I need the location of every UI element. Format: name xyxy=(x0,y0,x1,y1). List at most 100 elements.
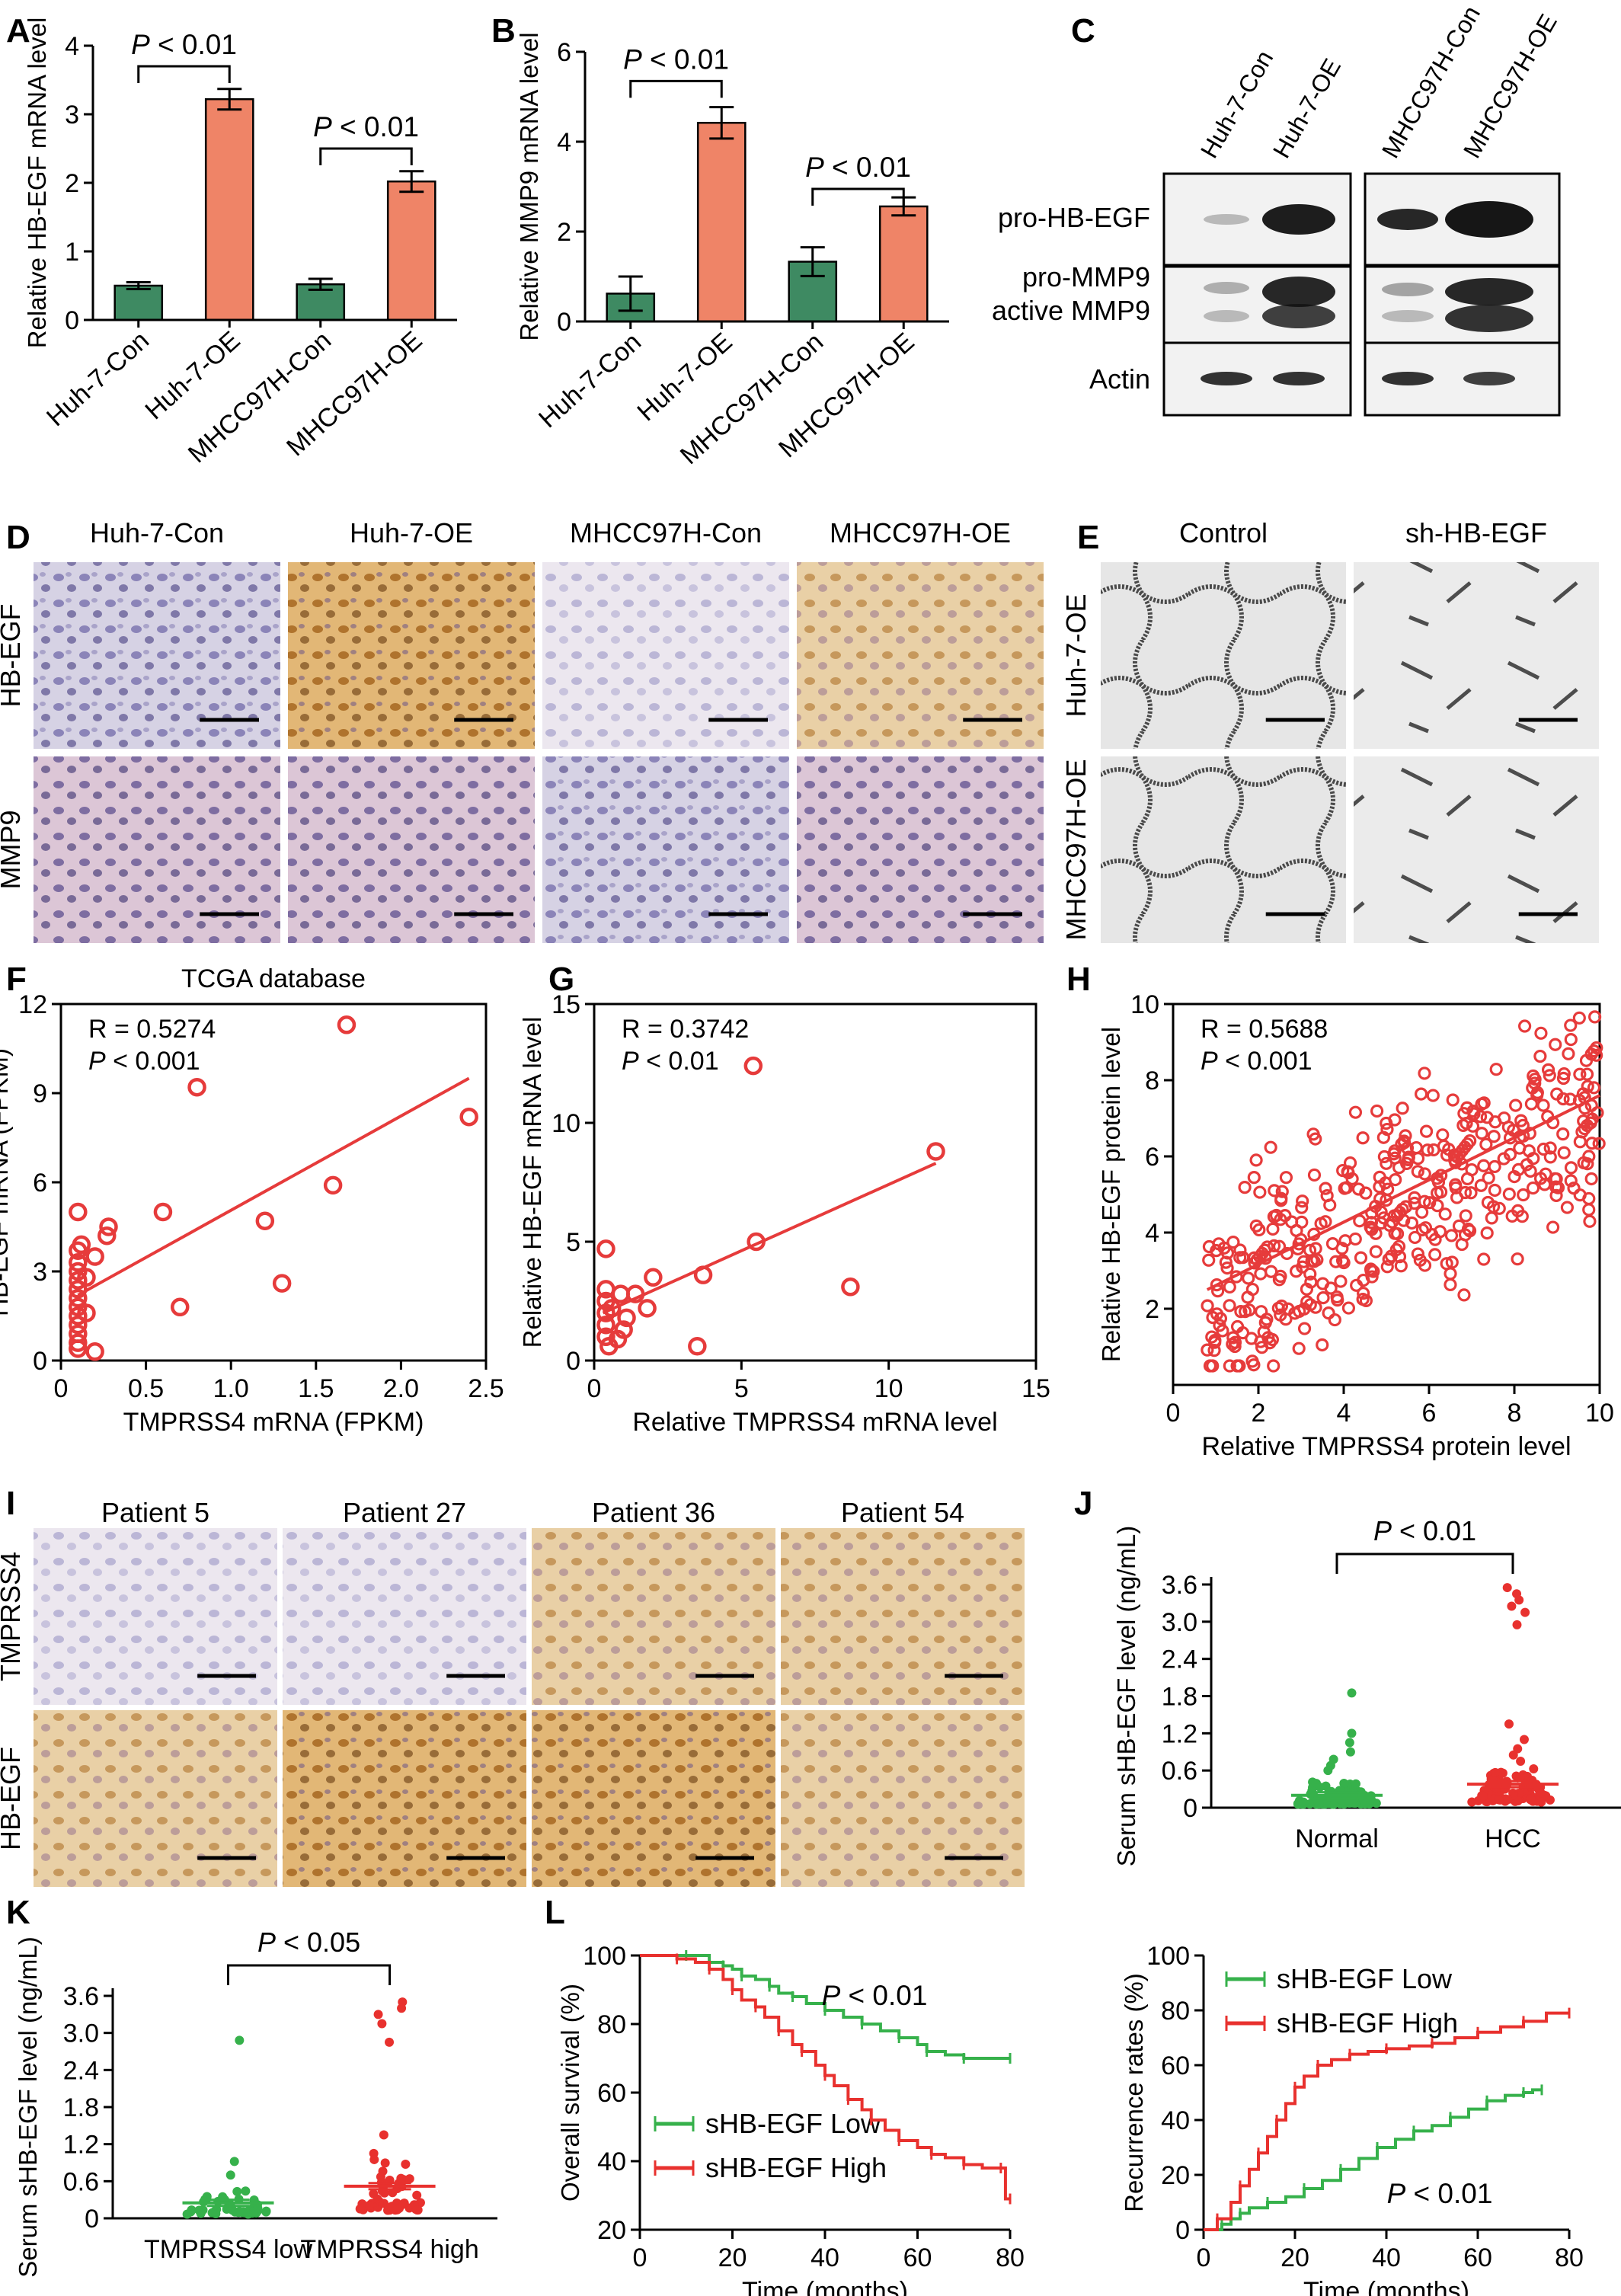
scatter-point xyxy=(596,1239,615,1258)
data-point xyxy=(1366,1795,1376,1805)
y-tick-label: 12 xyxy=(18,990,47,1019)
x-axis-label: Time (months) xyxy=(1303,2277,1469,2296)
scatter-point xyxy=(1455,1157,1469,1171)
blot-band xyxy=(1262,277,1335,307)
column-label: Huh-7-OE xyxy=(350,517,473,548)
scatter-point xyxy=(85,1342,104,1361)
scatter-point xyxy=(1319,1182,1332,1195)
scatter-point xyxy=(1541,1063,1555,1076)
scatter-point xyxy=(1274,1269,1287,1284)
scatter-point xyxy=(1203,1359,1217,1373)
scatter-point xyxy=(1533,1049,1547,1063)
scatter-point xyxy=(1431,1186,1444,1200)
y-tick-label: 0 xyxy=(1183,1794,1197,1823)
bar-huh-7-oe xyxy=(696,121,747,323)
scatter-point xyxy=(1380,1260,1394,1274)
panel-letter-e: E xyxy=(1077,519,1099,556)
scatter-point xyxy=(1238,1305,1252,1319)
scatter-point xyxy=(1411,1165,1424,1178)
scatter-point xyxy=(1364,1264,1378,1278)
scatter-point xyxy=(1341,1301,1356,1315)
scatter-point xyxy=(1265,1332,1279,1347)
scatter-point xyxy=(1517,1188,1530,1202)
blot-row-label: Actin xyxy=(1089,363,1150,395)
scatter-point xyxy=(1583,1214,1597,1228)
scatter-point xyxy=(688,1337,707,1356)
panel-h: H 2 4 6 8 10 0 2 4 6 8 10 Relative TMPRSS4 protein l… xyxy=(1066,961,1614,1461)
x-category-label: Huh-7-Con xyxy=(41,326,155,433)
blot-band xyxy=(1201,372,1252,385)
x-tick-label: 1.5 xyxy=(298,1374,334,1403)
scatter-point xyxy=(1340,1181,1354,1194)
y-tick-label: 9 xyxy=(33,1079,47,1108)
micrograph xyxy=(288,562,535,749)
scatter-point xyxy=(1511,1252,1524,1266)
micrograph xyxy=(797,756,1044,943)
scatter-point xyxy=(1316,1291,1330,1305)
legend-label: sHB-EGF High xyxy=(705,2152,887,2183)
column-label: Huh-7-Con xyxy=(90,517,224,548)
scatter-point xyxy=(99,1217,118,1236)
panel-i: I Patient 5 Patient 27 Patient 36 Patient 54… xyxy=(0,1485,1025,1887)
scatter-point xyxy=(1438,1207,1452,1221)
micrograph xyxy=(1354,562,1599,749)
scatter-point xyxy=(611,1284,631,1303)
scatter-point xyxy=(1242,1271,1255,1285)
y-tick-label: 4 xyxy=(1145,1219,1159,1248)
scatter-point xyxy=(1560,1201,1574,1214)
scatter-point xyxy=(1233,1243,1247,1257)
scatter-point xyxy=(1268,1184,1281,1198)
y-tick-label: 60 xyxy=(1161,2051,1190,2080)
scatter-point xyxy=(1254,1267,1268,1281)
scatter-point xyxy=(1507,1170,1521,1184)
panel-letter-d: D xyxy=(6,519,30,556)
panel-letter-i: I xyxy=(6,1485,15,1522)
data-point xyxy=(1344,1738,1354,1748)
regression-line xyxy=(1206,1094,1600,1291)
r-value-label: R = 0.5688 xyxy=(1201,1015,1328,1044)
scatter-point xyxy=(1516,1118,1530,1133)
y-tick-label: 80 xyxy=(597,2010,626,2039)
scatter-point xyxy=(1335,1242,1349,1255)
y-axis-label: Serum sHB-EGF level (ng/mL) xyxy=(14,1936,42,2277)
x-category-label: Huh-7-Con xyxy=(533,328,647,434)
column-label: Patient 54 xyxy=(841,1497,964,1528)
data-point xyxy=(1504,1719,1514,1729)
x-tick-label: 8 xyxy=(1507,1399,1522,1428)
scatter-point xyxy=(1415,1087,1428,1101)
data-point xyxy=(253,2203,263,2213)
scatter-point xyxy=(1592,1137,1606,1150)
blot-membrane xyxy=(1162,265,1352,348)
scatter-point xyxy=(1309,1132,1322,1146)
scatter-point xyxy=(1388,1144,1402,1158)
data-point xyxy=(395,2203,404,2213)
blot-band xyxy=(1445,305,1533,332)
scatter-point xyxy=(1296,1194,1309,1208)
scatter-point xyxy=(1334,1274,1348,1288)
scatter-point xyxy=(1303,1243,1317,1257)
scatter-point xyxy=(1413,1253,1427,1267)
scatter-point xyxy=(1444,1267,1457,1281)
scatter-point xyxy=(1266,1222,1280,1236)
scatter-point xyxy=(1460,1172,1475,1185)
blot-lane-label: Huh-7-OE xyxy=(1268,54,1346,163)
x-tick-label: 20 xyxy=(1280,2243,1309,2272)
scatter-point xyxy=(1543,1141,1557,1155)
y-tick-label: 3.0 xyxy=(1162,1608,1197,1637)
scatter-point xyxy=(1345,1172,1359,1186)
scatter-point xyxy=(72,1235,91,1255)
data-point xyxy=(1536,1788,1546,1798)
legend-label: sHB-EGF Low xyxy=(1277,1963,1453,1994)
micrograph xyxy=(532,1710,775,1887)
scatter-point xyxy=(1210,1278,1223,1292)
scatter-point xyxy=(602,1299,622,1318)
scatter-point xyxy=(1455,1237,1469,1252)
r-value-label: R = 0.3742 xyxy=(622,1015,749,1044)
scatter-point xyxy=(1556,1092,1570,1106)
data-point xyxy=(1507,1601,1517,1611)
scatter-point xyxy=(596,1327,615,1347)
scatter-point xyxy=(1351,1182,1366,1196)
blot-band xyxy=(1445,278,1533,305)
data-point xyxy=(1515,1772,1525,1782)
scatter-point xyxy=(1572,1011,1586,1025)
